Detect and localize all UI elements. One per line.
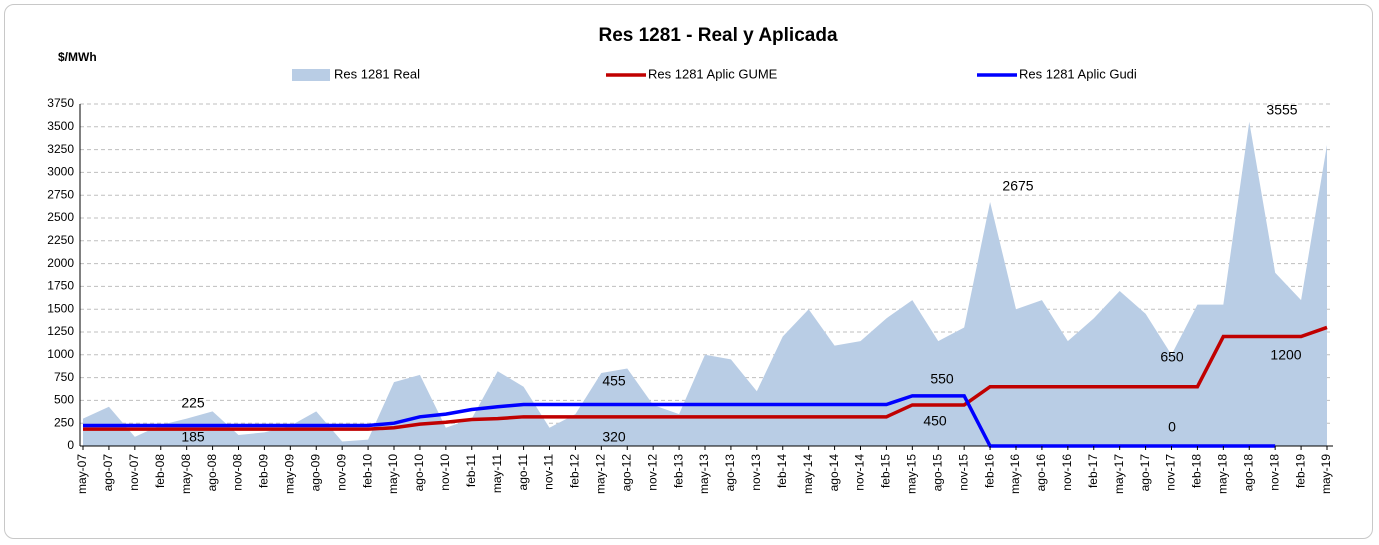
x-tick-label: nov-18 [1267, 454, 1281, 491]
x-tick-label: nov-12 [645, 454, 659, 491]
x-tick-label: nov-07 [127, 454, 141, 491]
x-tick-label: nov-14 [853, 454, 867, 491]
x-tick-label: ago-07 [101, 454, 115, 492]
annotation: 225 [181, 395, 205, 411]
x-tick-label: nov-17 [1164, 454, 1178, 491]
y-tick-label: 1000 [47, 347, 74, 361]
y-tick-label: 500 [54, 393, 74, 407]
annotation: 450 [923, 413, 947, 429]
x-tick-label: nov-15 [956, 454, 970, 491]
x-tick-label: ago-10 [412, 454, 426, 492]
y-axis-label: $/MWh [58, 50, 97, 64]
chart-title: Res 1281 - Real y Aplicada [598, 25, 837, 46]
annotation: 3555 [1266, 102, 1297, 118]
x-tick-label: ago-12 [619, 454, 633, 492]
x-tick-label: ago-13 [723, 454, 737, 492]
y-tick-label: 1250 [47, 324, 74, 338]
x-tick-label: may-10 [386, 454, 400, 494]
chart-card [4, 4, 1373, 539]
x-tick-label: feb-11 [464, 454, 478, 487]
y-tick-label: 1500 [47, 301, 74, 315]
x-tick-label: may-07 [75, 454, 89, 494]
annotation: 550 [930, 371, 954, 387]
x-tick-label: may-16 [1008, 454, 1022, 494]
annotation: 320 [602, 429, 626, 445]
legend-label: Res 1281 Aplic Gudi [1019, 66, 1137, 81]
y-tick-label: 3250 [47, 142, 74, 156]
annotation: 0 [1168, 419, 1176, 435]
x-tick-label: feb-09 [257, 454, 271, 488]
x-tick-label: nov-13 [749, 454, 763, 491]
x-tick-label: may-08 [179, 454, 193, 494]
x-tick-label: ago-11 [516, 454, 530, 491]
line [83, 394, 1276, 448]
area [83, 121, 1327, 446]
x-tick-label: feb-08 [153, 454, 167, 488]
legend-label: Res 1281 Aplic GUME [648, 66, 778, 81]
y-tick-label: 1750 [47, 279, 74, 293]
x-tick-label: may-09 [283, 454, 297, 494]
annotation: 650 [1160, 349, 1184, 365]
y-tick-label: 2250 [47, 233, 74, 247]
annotation: 1200 [1270, 347, 1301, 363]
x-tick-label: feb-14 [775, 454, 789, 488]
x-tick-label: nov-10 [438, 454, 452, 491]
legend-label: Res 1281 Real [334, 66, 420, 81]
line [83, 325, 1328, 431]
x-tick-label: nov-09 [334, 454, 348, 491]
y-tick-label: 3750 [47, 96, 74, 110]
y-tick-label: 250 [54, 415, 74, 429]
y-tick-label: 3000 [47, 165, 74, 179]
x-tick-label: feb-17 [1086, 454, 1100, 488]
x-tick-label: feb-19 [1293, 454, 1307, 488]
y-tick-label: 2000 [47, 256, 74, 270]
x-tick-label: nov-08 [231, 454, 245, 491]
x-tick-label: may-14 [801, 454, 815, 494]
x-tick-label: ago-16 [1034, 454, 1048, 492]
y-tick-label: 2500 [47, 210, 74, 224]
x-tick-label: feb-13 [671, 454, 685, 488]
x-tick-label: may-15 [905, 454, 919, 494]
x-tick-label: may-19 [1319, 454, 1333, 494]
x-tick-label: may-12 [594, 454, 608, 494]
x-tick-label: may-18 [1216, 454, 1230, 494]
annotation: 2675 [1002, 178, 1033, 194]
x-tick-label: nov-16 [1060, 454, 1074, 491]
y-tick-label: 3500 [47, 119, 74, 133]
x-tick-label: feb-12 [568, 454, 582, 488]
annotation: 185 [181, 429, 205, 445]
x-tick-label: ago-17 [1138, 454, 1152, 492]
y-tick-label: 750 [54, 370, 74, 384]
x-tick-label: feb-16 [982, 454, 996, 488]
x-tick-label: may-11 [490, 454, 504, 493]
y-tick-label: 2750 [47, 187, 74, 201]
x-tick-label: feb-15 [879, 454, 893, 488]
x-tick-label: ago-08 [205, 454, 219, 492]
y-tick-label: 0 [67, 438, 74, 452]
x-tick-label: nov-11 [542, 454, 556, 490]
x-tick-label: may-17 [1112, 454, 1126, 494]
x-tick-label: ago-14 [827, 454, 841, 492]
x-tick-label: ago-09 [308, 454, 322, 492]
x-tick-label: feb-18 [1190, 454, 1204, 488]
x-tick-label: feb-10 [360, 454, 374, 488]
x-tick-label: ago-15 [930, 454, 944, 492]
x-tick-label: ago-18 [1241, 454, 1255, 492]
annotation: 455 [602, 373, 626, 389]
x-tick-label: may-13 [697, 454, 711, 494]
legend-swatch [292, 69, 330, 81]
